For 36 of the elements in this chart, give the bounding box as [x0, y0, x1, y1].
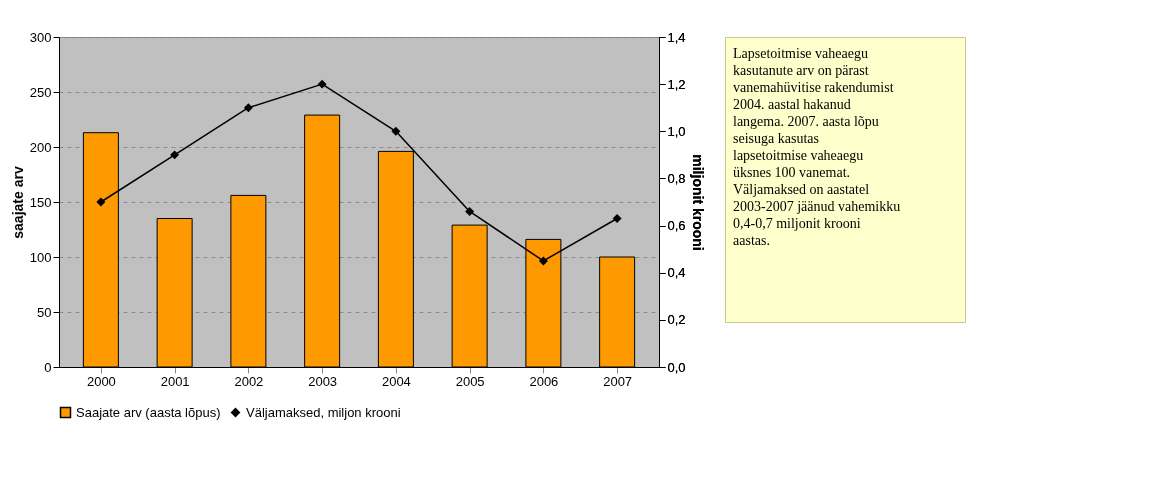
x-tick-label: 2003: [308, 373, 338, 389]
legend-label: Saajate arv (aasta lõpus): [76, 404, 221, 420]
x-tick-label: 2004: [381, 373, 411, 389]
y-tick-label: 300: [29, 29, 52, 45]
y2-axis-title: miljonit krooni: [689, 154, 706, 251]
y2-tick-label: 1,0: [667, 123, 686, 139]
y-tick-label: 100: [29, 249, 52, 265]
x-tick-label: 2007: [603, 373, 633, 389]
point: [170, 150, 180, 160]
point: [391, 126, 401, 136]
y-tick-label: 0: [44, 359, 52, 375]
x-tick-label: 2002: [234, 373, 264, 389]
x-tick-label: 2001: [160, 373, 190, 389]
x-tick-label: 2005: [455, 373, 485, 389]
y2-tick-label: 1,4: [667, 29, 686, 45]
y-axis-title: saajate arv: [9, 166, 26, 239]
point: [96, 197, 106, 207]
x-tick-label: 2006: [529, 373, 559, 389]
x-tick-label: 2000: [86, 373, 116, 389]
y2-tick-label: 0,8: [667, 170, 686, 186]
y2-tick-label: 0,6: [667, 218, 686, 234]
y2-tick-label: 0,0: [667, 359, 686, 375]
y-tick-label: 200: [29, 139, 52, 155]
point: [317, 79, 327, 89]
y2-tick-label: 1,2: [667, 76, 686, 92]
y-tick-label: 250: [29, 84, 52, 100]
y-tick-label: 50: [37, 304, 52, 320]
text: Lapsetoitmise vaheaegu kasutanute arv on pärast vanemahüvitise rakendumist 2004. aastal hakanud langema. 2007. aasta lõpu seisuga kasutas lapsetoitmise vaheaegu üksnes 100 vanemat. Väljamaksed on aastatel 2003-2007 jäänud vahemikku 0,4-0,7 miljonit krooni aastas.: [733, 46, 901, 248]
point: [465, 206, 475, 216]
y2-tick-label: 0,2: [667, 312, 686, 328]
point: [612, 214, 622, 223]
y-tick-label: 150: [29, 194, 52, 210]
y2-tick-label: 0,4: [667, 265, 686, 281]
legend-label: Väljamaksed, miljon krooni: [246, 404, 401, 420]
point: [243, 103, 253, 113]
point: [538, 256, 548, 266]
